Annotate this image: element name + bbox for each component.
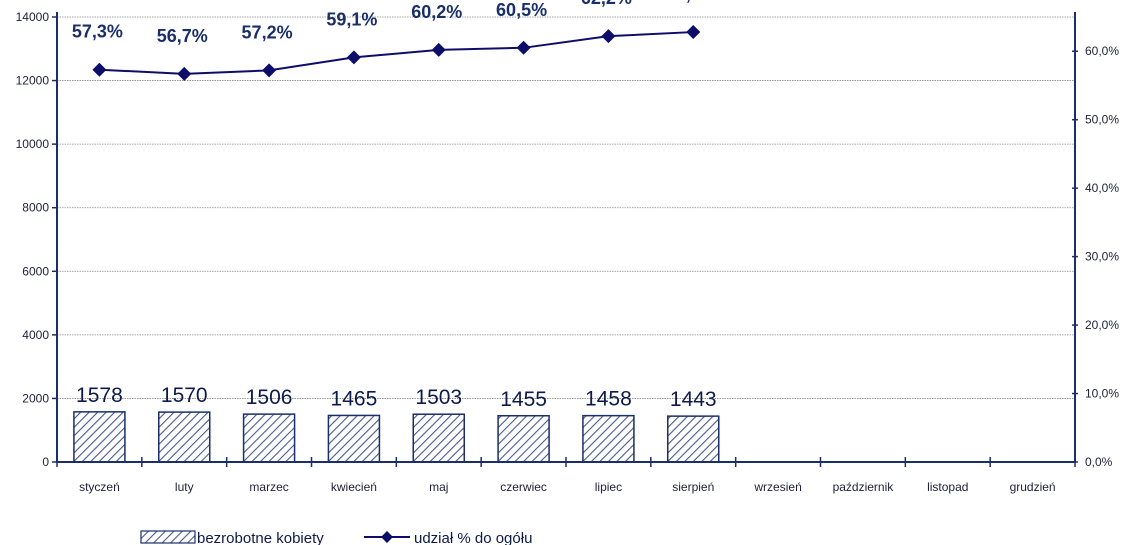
line-marker [177,66,192,81]
line-value-label: 60,5% [496,0,547,20]
x-tick-label: październik [833,480,895,494]
bar-series [73,411,720,463]
line-marker [601,29,616,44]
x-tick-label: sierpień [672,480,714,494]
line-marker [686,25,701,40]
bar-value-label: 1443 [670,388,717,411]
bar [158,411,211,463]
legend-bar-swatch [140,530,196,544]
legend: bezrobotne kobiety udział % do ogółu [140,530,532,545]
left-tick-label: 10000 [16,137,50,151]
x-tick-label: marzec [249,480,288,494]
line-value-label: 56,7% [157,26,208,46]
x-tick-label: maj [429,480,448,494]
bar-value-label: 1570 [161,384,208,407]
line-value-label: 60,2% [411,2,462,22]
bar [412,413,465,463]
right-tick-label: 10,0% [1085,387,1119,401]
x-tick-label: grudzień [1010,480,1056,494]
bar-value-label: 1506 [246,386,293,409]
left-tick-label: 0 [42,455,49,469]
bar [242,413,296,463]
x-tick-label: czerwiec [500,480,547,494]
x-tick-label: luty [175,480,194,494]
x-tick-label: kwiecień [331,480,377,494]
legend-bar-label: bezrobotne kobiety [197,530,324,545]
legend-line-label: udział % do ogółu [414,530,532,545]
right-tick-label: 50,0% [1085,113,1119,127]
right-tick-label: 60,0% [1085,44,1119,58]
line-value-label: 59,1% [326,9,377,29]
line-value-label: 62,2% [581,0,632,8]
bar [582,414,635,463]
x-tick-label: lipiec [595,480,622,494]
x-tick-label: wrzesień [753,480,801,494]
legend-line-marker [381,531,393,543]
left-tick-label: 4000 [22,328,49,342]
bar [73,411,126,463]
left-tick-label: 14000 [16,10,50,24]
right-tick-label: 30,0% [1085,250,1119,264]
line-value-label: 57,2% [242,22,293,42]
bar-value-label: 1503 [415,386,462,409]
left-tick-label: 2000 [22,391,49,405]
bar-value-label: 1458 [585,388,632,411]
line-marker [516,40,531,55]
left-tick-label: 8000 [22,201,49,215]
left-tick-label: 12000 [16,74,50,88]
bar-value-label: 1578 [76,384,123,407]
line-marker [92,62,107,77]
line-value-label: 57,3% [72,22,123,42]
axes: 0 2000 4000 6000 8000 10000 12000 14000 0,0% 10,0… [16,10,1120,494]
x-tick-label: listopad [927,480,968,494]
line-value-label: 62,8% [666,0,717,4]
right-tick-label: 20,0% [1085,318,1119,332]
left-tick-label: 6000 [22,264,49,278]
bar-value-label: 1455 [500,388,547,411]
bar [327,414,381,463]
right-tick-label: 0,0% [1085,455,1113,469]
line-series [92,25,701,81]
gridlines [57,16,1075,399]
bar [497,415,550,463]
x-tick-label: styczeń [79,480,120,494]
line-marker [346,50,361,65]
line-marker [431,42,446,57]
line-path [99,31,694,75]
bar [667,415,720,463]
bar-value-label: 1465 [331,387,378,410]
data-labels: 1578 1570 1506 1465 1503 1455 1458 1443 57,3% 56,… [72,0,717,411]
right-tick-label: 40,0% [1085,181,1119,195]
line-marker [262,63,277,78]
